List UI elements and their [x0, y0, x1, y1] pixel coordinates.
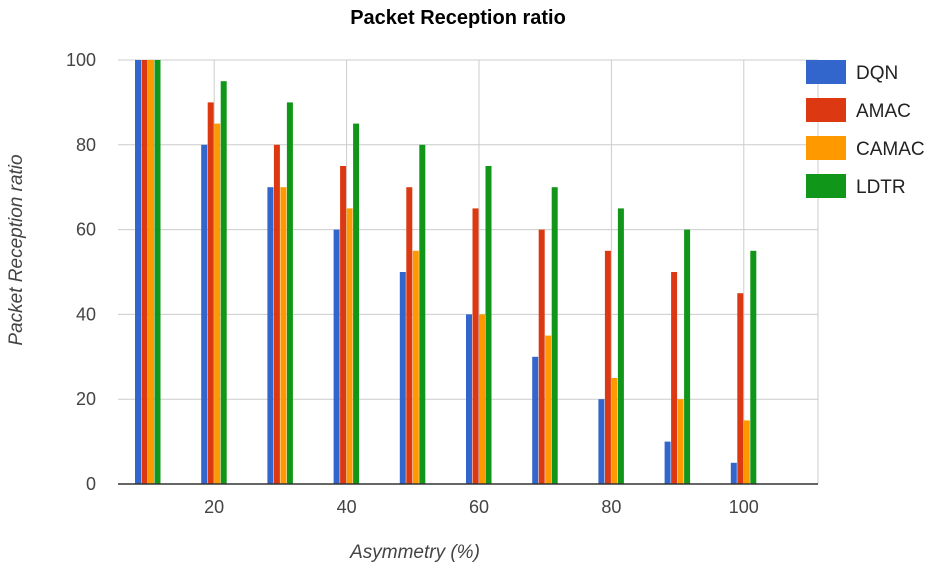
bar-camac-40	[346, 208, 353, 484]
y-tick-label-0: 0	[86, 474, 96, 494]
bar-dqn-20	[201, 144, 208, 485]
y-tick-label-100: 100	[66, 50, 96, 70]
bar-ldtr-10	[154, 60, 161, 484]
bar-ldtr-100	[750, 250, 757, 484]
bar-camac-20	[214, 123, 221, 484]
bar-ldtr-60	[485, 166, 492, 484]
x-tick-label-60: 60	[469, 497, 489, 517]
bar-camac-50	[412, 250, 419, 484]
y-tick-label-20: 20	[76, 389, 96, 409]
bar-amac-60	[472, 208, 479, 484]
legend-swatch-amac	[806, 98, 846, 122]
bar-camac-10	[148, 60, 154, 484]
bar-amac-40	[340, 166, 347, 484]
bar-camac-30	[280, 187, 287, 484]
bar-dqn-30	[267, 187, 274, 484]
y-tick-label-80: 80	[76, 135, 96, 155]
legend-label-amac: AMAC	[856, 101, 911, 122]
bar-camac-60	[479, 314, 485, 484]
legend: DQN AMAC CAMAC LDTR	[806, 60, 925, 198]
chart-title: Packet Reception ratio	[350, 7, 566, 29]
bar-dqn-90	[664, 441, 671, 484]
bar-dqn-50	[399, 272, 406, 484]
y-axis-label: Packet Reception ratio	[6, 154, 27, 345]
bar-amac-90	[671, 272, 678, 484]
bar-ldtr-80	[617, 208, 624, 484]
axes: 0 20 40 60 80 100 20 40 60 80 100	[66, 50, 818, 517]
x-tick-label-40: 40	[337, 497, 357, 517]
bar-dqn-40	[333, 229, 340, 484]
x-tick-label-80: 80	[601, 497, 621, 517]
bar-camac-80	[611, 378, 618, 484]
bar-dqn-100	[730, 462, 737, 484]
y-tick-label-40: 40	[76, 304, 96, 324]
bar-dqn-70	[532, 356, 539, 484]
bar-amac-30	[273, 144, 280, 485]
bars	[135, 60, 757, 485]
bar-camac-100	[743, 420, 750, 484]
legend-label-dqn: DQN	[856, 63, 898, 84]
legend-label-ldtr: LDTR	[856, 177, 906, 198]
bar-ldtr-20	[220, 81, 227, 484]
x-tick-label-20: 20	[204, 497, 224, 517]
bar-amac-80	[604, 250, 611, 484]
legend-label-camac: CAMAC	[856, 139, 925, 160]
x-tick-label-100: 100	[729, 497, 759, 517]
bar-amac-50	[406, 187, 413, 484]
bar-amac-10	[141, 60, 148, 484]
bar-amac-20	[207, 102, 214, 485]
bar-dqn-60	[466, 314, 472, 484]
legend-swatch-ldtr	[806, 174, 846, 198]
bar-ldtr-50	[419, 144, 426, 485]
bar-dqn-80	[598, 399, 605, 484]
legend-swatch-dqn	[806, 60, 846, 84]
bar-ldtr-40	[353, 123, 360, 484]
bar-ldtr-30	[286, 102, 293, 485]
bar-camac-70	[545, 335, 552, 484]
bar-amac-100	[737, 293, 744, 484]
bar-ldtr-70	[551, 187, 558, 484]
bar-camac-90	[677, 399, 684, 484]
bar-dqn-10	[135, 60, 141, 484]
bar-ldtr-90	[684, 229, 691, 484]
x-axis-label: Asymmetry (%)	[349, 542, 480, 563]
bar-amac-70	[538, 229, 545, 484]
legend-swatch-camac	[806, 136, 846, 160]
y-tick-label-60: 60	[76, 220, 96, 240]
